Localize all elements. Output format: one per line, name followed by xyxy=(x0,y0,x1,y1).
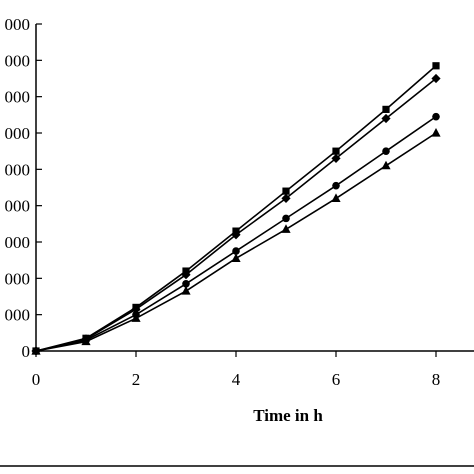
y-tick-label: 000 xyxy=(5,88,31,107)
series-layer xyxy=(31,62,441,356)
x-axis-title: Time in h xyxy=(253,406,323,425)
x-tick-label: 4 xyxy=(232,370,241,389)
series-line xyxy=(35,132,437,352)
data-point xyxy=(131,304,141,314)
data-point xyxy=(181,270,191,280)
data-point xyxy=(432,62,440,70)
data-point xyxy=(382,105,390,113)
data-point xyxy=(431,128,441,137)
data-point xyxy=(282,187,290,195)
data-point xyxy=(331,153,341,164)
y-tick-label: 0 xyxy=(22,342,31,361)
y-tick-label: 000 xyxy=(5,233,31,252)
plot-frame xyxy=(35,24,474,352)
x-axis-ticks: 0 2 4 6 8 xyxy=(32,351,441,389)
data-point xyxy=(131,313,141,322)
y-tick-label: 000 xyxy=(5,160,31,179)
series-diamond xyxy=(31,73,441,356)
data-point xyxy=(231,230,241,240)
y-tick-label: 000 xyxy=(5,197,31,216)
data-point xyxy=(332,181,340,190)
data-point xyxy=(431,73,441,84)
y-tick-label: 000 xyxy=(5,306,31,325)
data-point xyxy=(432,112,440,121)
data-point xyxy=(31,346,41,355)
x-tick-label: 6 xyxy=(332,370,341,389)
x-tick-label: 0 xyxy=(32,370,41,389)
series-line xyxy=(35,65,437,352)
data-point xyxy=(381,113,391,124)
data-point xyxy=(282,214,290,223)
data-point xyxy=(181,286,191,295)
series-line xyxy=(35,77,437,352)
series-square xyxy=(32,62,440,355)
y-tick-label: 000 xyxy=(5,269,31,288)
data-point xyxy=(232,247,240,255)
x-tick-label: 2 xyxy=(132,370,141,389)
y-tick-label: 000 xyxy=(5,15,31,34)
y-tick-label: 000 xyxy=(5,51,31,70)
data-point xyxy=(382,147,390,155)
data-point xyxy=(381,160,391,170)
data-point xyxy=(332,147,340,155)
data-point xyxy=(231,253,241,262)
data-point xyxy=(182,279,190,288)
data-point xyxy=(281,224,291,233)
series-triangle xyxy=(31,128,441,355)
data-point xyxy=(331,193,341,202)
data-point xyxy=(281,193,291,203)
x-tick-label: 8 xyxy=(432,370,441,389)
y-tick-label: 000 xyxy=(5,124,31,143)
data-point xyxy=(81,336,91,346)
